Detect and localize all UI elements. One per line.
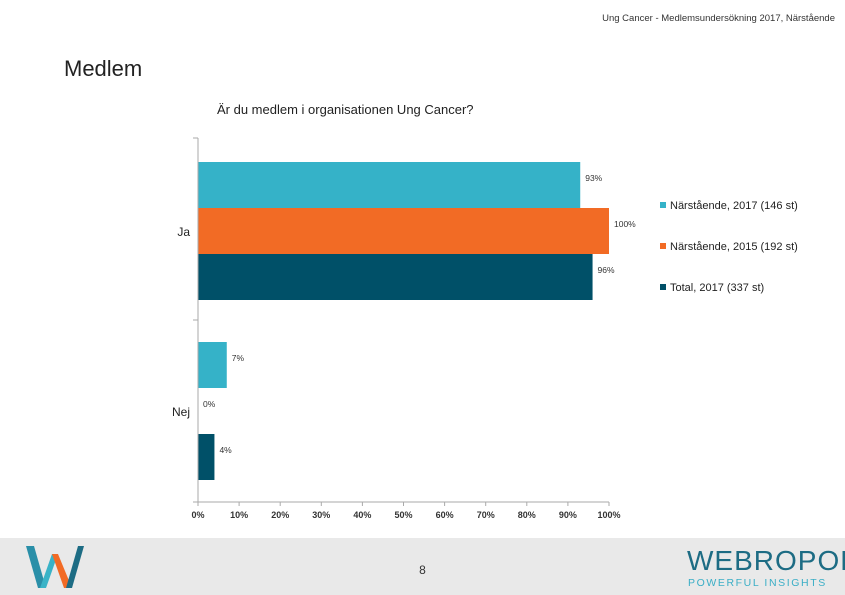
bar-ja-series-1 — [198, 162, 581, 208]
x-tick-label-5: 50% — [394, 510, 412, 520]
w-logo-icon — [26, 546, 84, 588]
data-label-ja-series-2: 100% — [614, 219, 636, 229]
x-tick-label-4: 40% — [353, 510, 371, 520]
data-label-nej-series-2: 0% — [203, 399, 216, 409]
webropol-tagline: POWERFUL INSIGHTS — [688, 577, 827, 589]
data-label-nej-series-3: 4% — [219, 445, 232, 455]
data-label-ja-series-1: 93% — [585, 173, 602, 183]
bar-ja-series-2 — [198, 208, 609, 254]
page-number: 8 — [419, 563, 426, 577]
data-label-ja-series-3: 96% — [598, 265, 615, 275]
x-tick-label-9: 90% — [559, 510, 577, 520]
x-tick-label-3: 30% — [312, 510, 330, 520]
legend-swatch-1 — [660, 202, 666, 208]
x-tick-label-8: 80% — [518, 510, 536, 520]
chart-title: Är du medlem i organisationen Ung Cancer… — [217, 102, 474, 117]
slide-title: Medlem — [64, 56, 143, 81]
x-tick-label-1: 10% — [230, 510, 248, 520]
bar-chart: Är du medlem i organisationen Ung Cancer… — [172, 102, 798, 520]
legend-swatch-3 — [660, 284, 666, 290]
bar-ja-series-3 — [198, 254, 593, 300]
footer-bar: 8 WEBROPOL POWERFUL INSIGHTS — [0, 538, 845, 595]
report-header: Ung Cancer - Medlemsundersökning 2017, N… — [602, 13, 835, 24]
x-tick-label-7: 70% — [477, 510, 495, 520]
category-label-ja: Ja — [177, 225, 190, 239]
webropol-logo-text: WEBROPOL — [687, 545, 845, 576]
bar-nej-series-1 — [198, 342, 227, 388]
data-label-nej-series-1: 7% — [232, 353, 245, 363]
category-label-nej: Nej — [172, 405, 190, 419]
bar-nej-series-3 — [198, 434, 215, 480]
legend-label-3: Total, 2017 (337 st) — [670, 282, 764, 294]
legend-label-2: Närstående, 2015 (192 st) — [670, 241, 798, 253]
x-tick-label-6: 60% — [436, 510, 454, 520]
x-tick-label-2: 20% — [271, 510, 289, 520]
webropol-logo: WEBROPOL POWERFUL INSIGHTS — [687, 545, 845, 591]
legend-swatch-2 — [660, 243, 666, 249]
x-tick-label-10: 100% — [597, 510, 620, 520]
x-tick-label-0: 0% — [191, 510, 204, 520]
legend-label-1: Närstående, 2017 (146 st) — [670, 200, 798, 212]
